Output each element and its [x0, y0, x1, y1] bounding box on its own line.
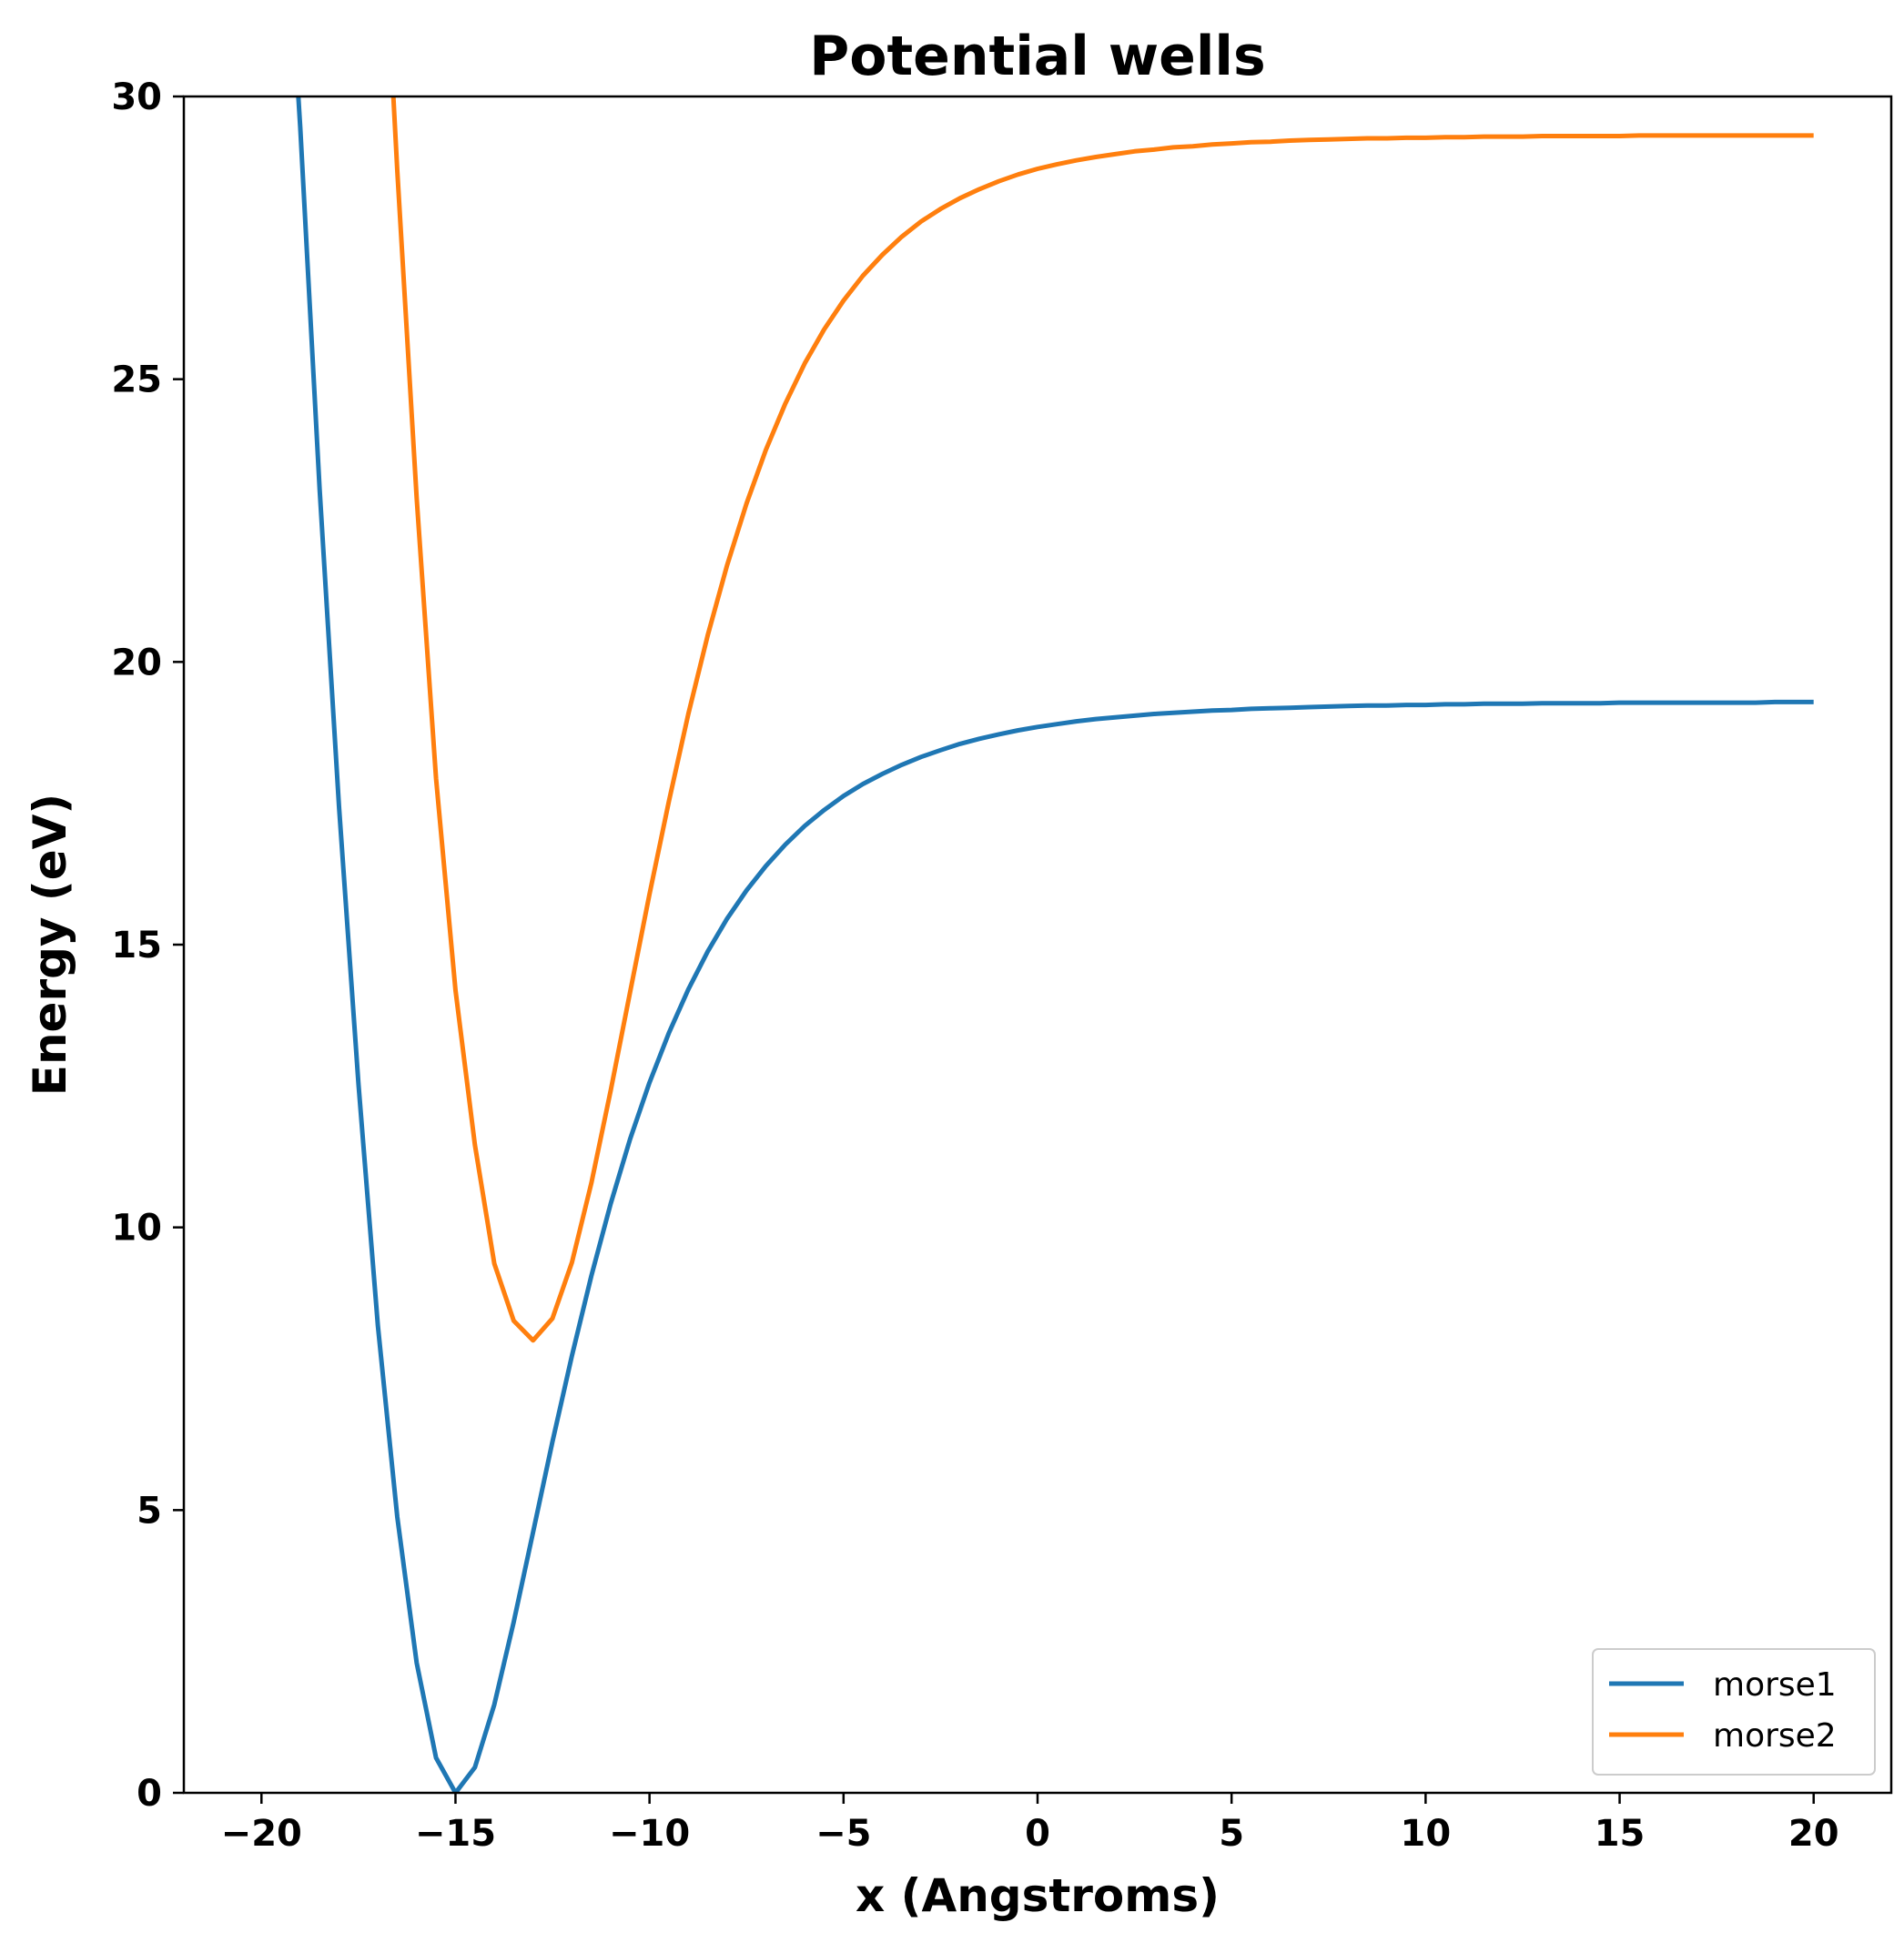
series-line-morse2: [390, 96, 1814, 1343]
y-tick-label: 0: [137, 1773, 162, 1815]
y-tick-label: 25: [111, 359, 162, 401]
y-tick-label: 10: [111, 1208, 162, 1250]
y-axis: 0 5 10 15 20 25 30: [111, 76, 184, 1815]
chart-title: Potential wells: [809, 25, 1265, 88]
legend-box: [1592, 1648, 1876, 1776]
x-tick-label: 5: [1219, 1813, 1244, 1855]
x-tick-label: 0: [1025, 1813, 1050, 1855]
x-tick-label: −20: [221, 1813, 302, 1855]
series-line-morse1: [296, 96, 1814, 1793]
x-axis-label: x (Angstroms): [856, 1869, 1220, 1922]
x-tick-label: 10: [1401, 1813, 1452, 1855]
y-axis-label: Energy (eV): [24, 794, 76, 1096]
legend-label-morse2: morse2: [1713, 1717, 1837, 1755]
y-tick-label: 20: [111, 642, 162, 683]
x-tick-label: 20: [1788, 1813, 1839, 1855]
legend-label-morse1: morse1: [1713, 1666, 1837, 1704]
legend: morse1 morse2: [1592, 1648, 1876, 1776]
x-axis: −20 −15 −10 −5 0 5 10 15 20: [221, 1793, 1839, 1855]
x-tick-label: −10: [609, 1813, 690, 1855]
x-tick-label: 15: [1595, 1813, 1646, 1855]
y-tick-label: 15: [111, 925, 162, 966]
x-tick-label: −5: [815, 1813, 871, 1855]
x-tick-label: −15: [415, 1813, 496, 1855]
series-layer: [296, 96, 1814, 1793]
y-tick-label: 30: [111, 76, 162, 118]
y-tick-label: 5: [137, 1490, 162, 1532]
